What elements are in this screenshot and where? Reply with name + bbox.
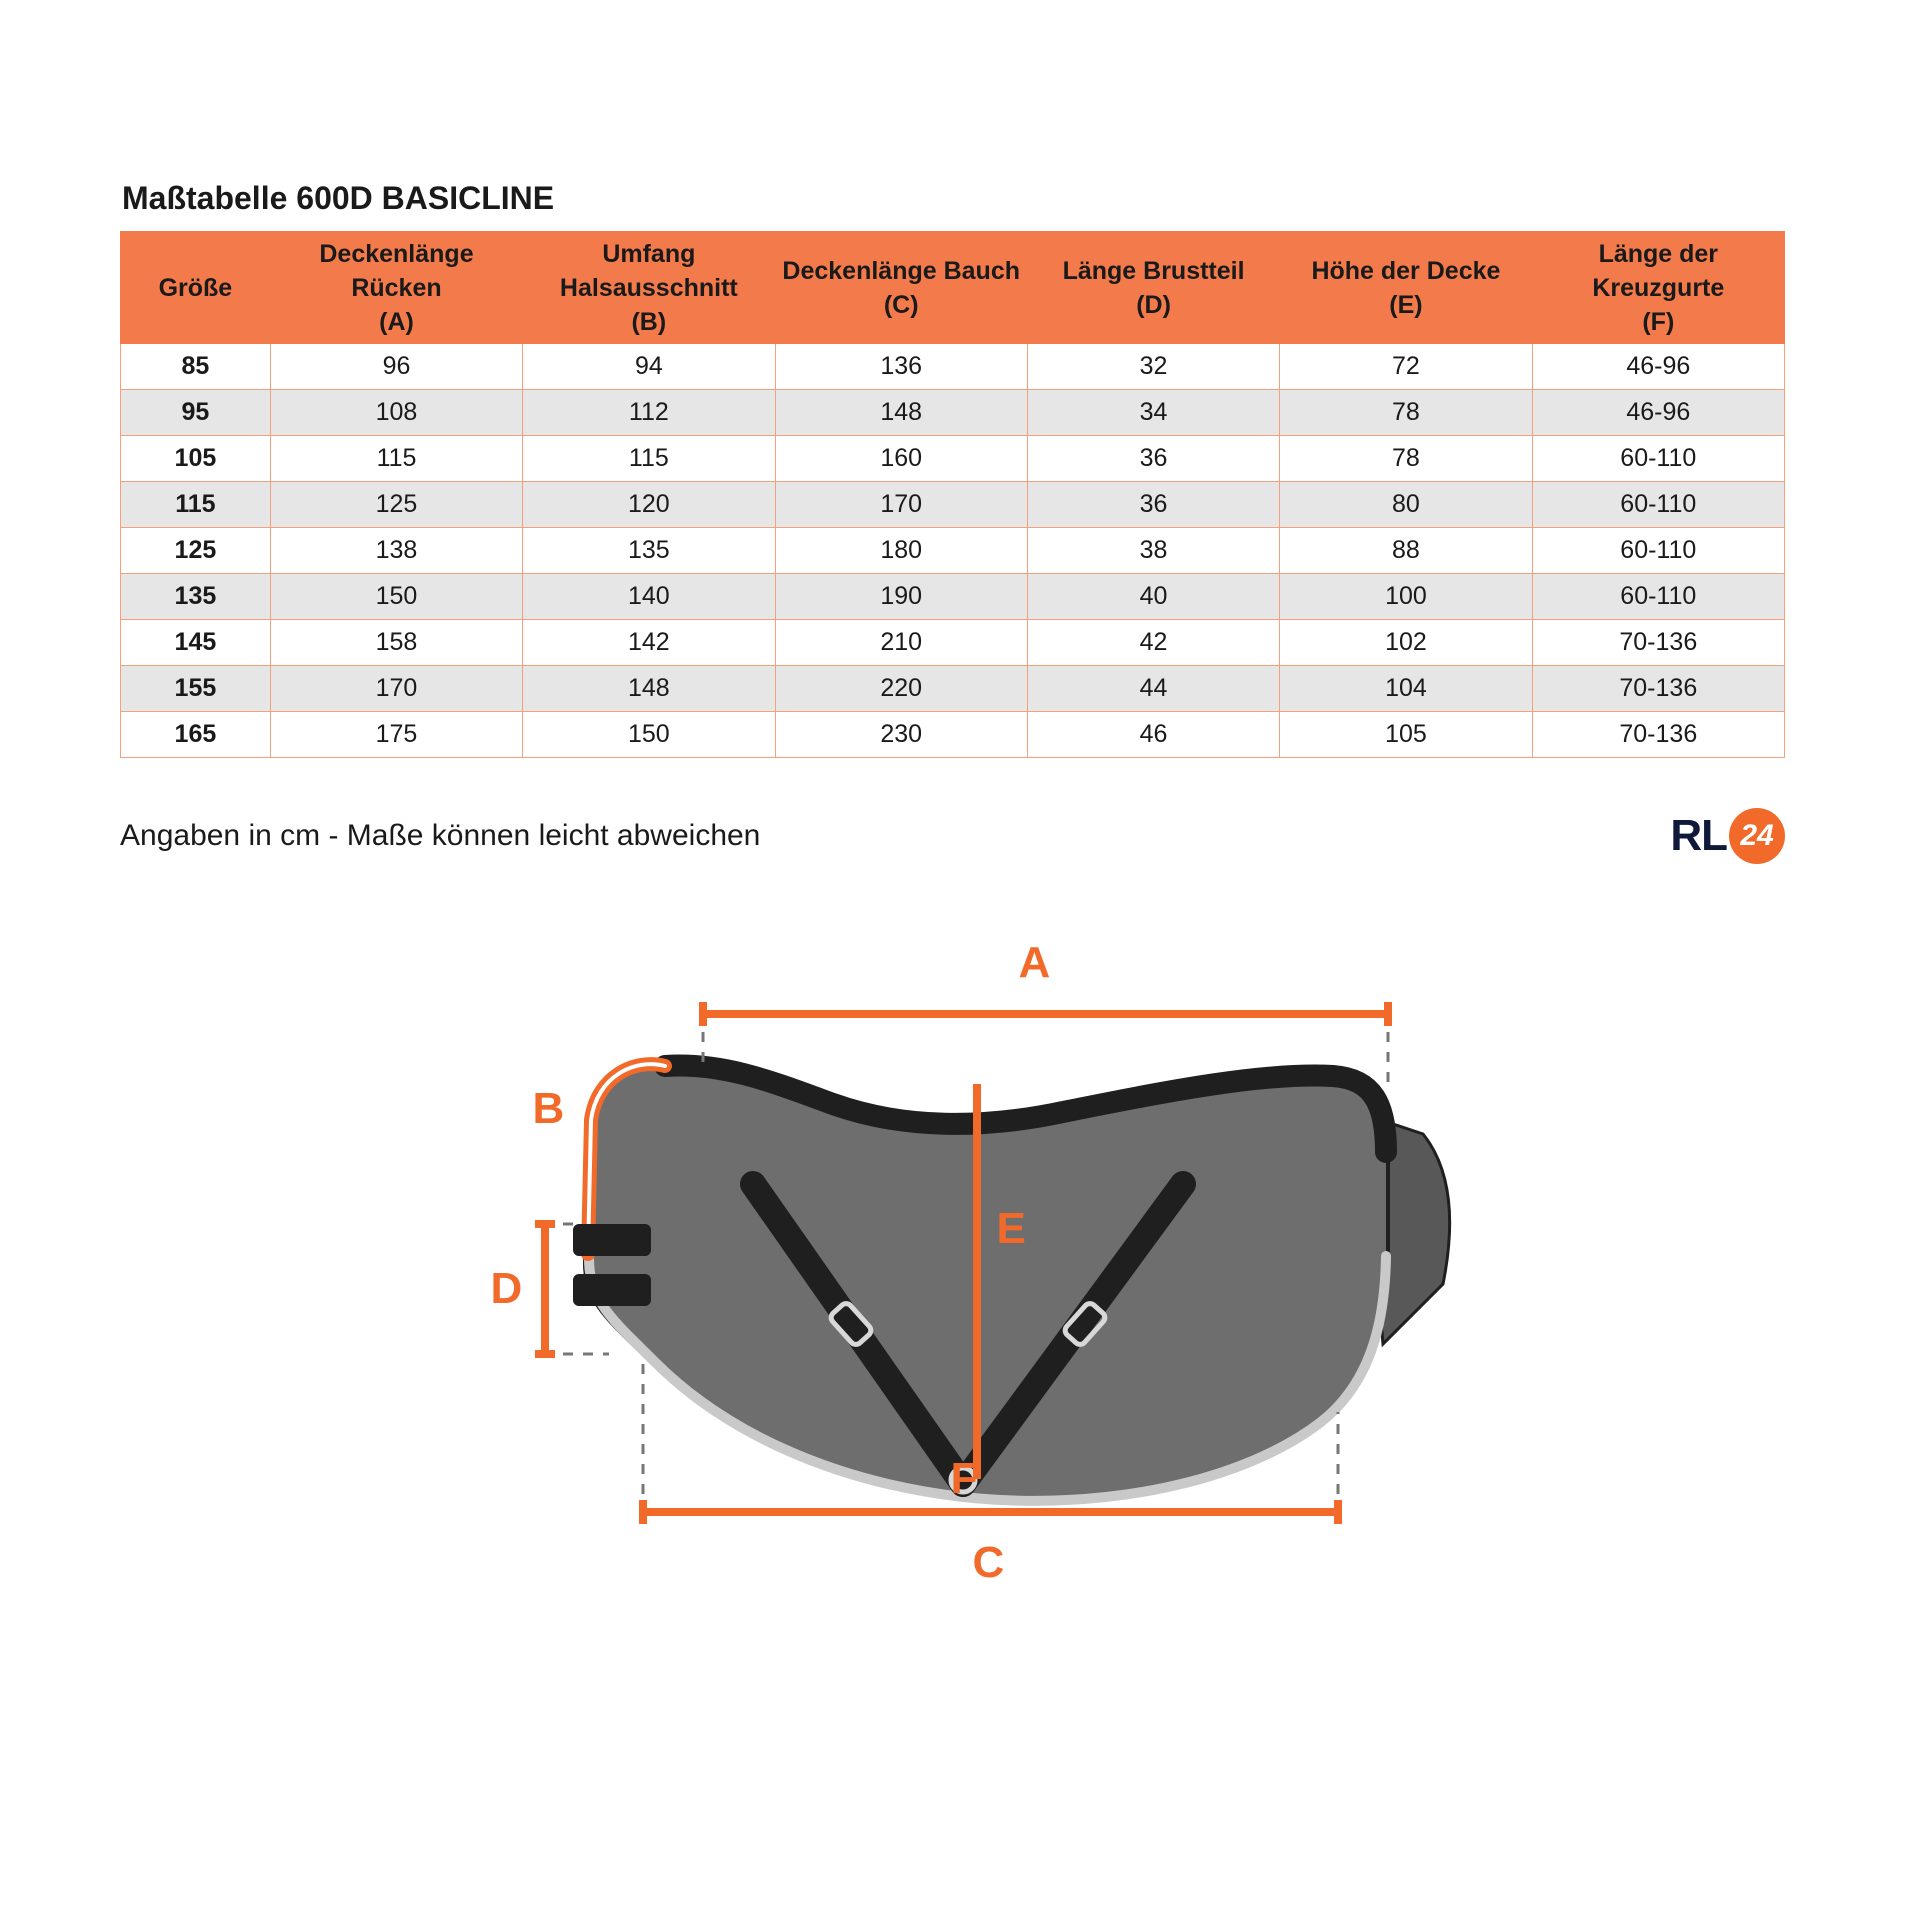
note-row: Angaben in cm - Maße können leicht abwei… bbox=[120, 808, 1785, 864]
cell: 70-136 bbox=[1532, 620, 1784, 666]
cell: 42 bbox=[1027, 620, 1279, 666]
col-e: Höhe der Decke(E) bbox=[1280, 232, 1532, 344]
cell: 142 bbox=[523, 620, 775, 666]
size-table-head: Größe Deckenlänge Rücken(A) Umfang Halsa… bbox=[121, 232, 1785, 344]
cell: 80 bbox=[1280, 482, 1532, 528]
brand-logo: RL 24 bbox=[1670, 808, 1785, 864]
cell: 155 bbox=[121, 666, 271, 712]
table-row: 1451581422104210270-136 bbox=[121, 620, 1785, 666]
table-row: 115125120170368060-110 bbox=[121, 482, 1785, 528]
logo-badge: 24 bbox=[1729, 808, 1785, 864]
dim-label-c: C bbox=[973, 1538, 1005, 1588]
cell: 95 bbox=[121, 390, 271, 436]
cell: 115 bbox=[121, 482, 271, 528]
table-row: 125138135180388860-110 bbox=[121, 528, 1785, 574]
cell: 78 bbox=[1280, 390, 1532, 436]
col-b: Umfang Halsausschnitt(B) bbox=[523, 232, 775, 344]
cell: 148 bbox=[775, 390, 1027, 436]
table-row: 95108112148347846-96 bbox=[121, 390, 1785, 436]
cell: 112 bbox=[523, 390, 775, 436]
cell: 170 bbox=[775, 482, 1027, 528]
cell: 36 bbox=[1027, 482, 1279, 528]
cell: 160 bbox=[775, 436, 1027, 482]
cell: 46 bbox=[1027, 712, 1279, 758]
cell: 105 bbox=[121, 436, 271, 482]
cell: 78 bbox=[1280, 436, 1532, 482]
cell: 32 bbox=[1027, 344, 1279, 390]
cell: 220 bbox=[775, 666, 1027, 712]
cell: 180 bbox=[775, 528, 1027, 574]
col-size: Größe bbox=[121, 232, 271, 344]
cell: 135 bbox=[523, 528, 775, 574]
cell: 145 bbox=[121, 620, 271, 666]
cell: 60-110 bbox=[1532, 482, 1784, 528]
dim-label-a: A bbox=[1019, 938, 1051, 988]
col-d: Länge Brustteil(D) bbox=[1027, 232, 1279, 344]
cell: 96 bbox=[270, 344, 522, 390]
cell: 115 bbox=[523, 436, 775, 482]
cell: 165 bbox=[121, 712, 271, 758]
cell: 46-96 bbox=[1532, 344, 1784, 390]
cell: 85 bbox=[121, 344, 271, 390]
size-table-header-row: Größe Deckenlänge Rücken(A) Umfang Halsa… bbox=[121, 232, 1785, 344]
cell: 70-136 bbox=[1532, 666, 1784, 712]
cell: 150 bbox=[523, 712, 775, 758]
cell: 38 bbox=[1027, 528, 1279, 574]
cell: 115 bbox=[270, 436, 522, 482]
cell: 148 bbox=[523, 666, 775, 712]
dim-label-d: D bbox=[491, 1264, 523, 1314]
cell: 72 bbox=[1280, 344, 1532, 390]
dim-label-b: B bbox=[533, 1084, 565, 1134]
table-row: 1651751502304610570-136 bbox=[121, 712, 1785, 758]
cell: 170 bbox=[270, 666, 522, 712]
cell: 105 bbox=[1280, 712, 1532, 758]
table-row: 1551701482204410470-136 bbox=[121, 666, 1785, 712]
diagram: A B C D E F bbox=[403, 924, 1503, 1684]
cell: 94 bbox=[523, 344, 775, 390]
cell: 40 bbox=[1027, 574, 1279, 620]
col-c: Deckenlänge Bauch(C) bbox=[775, 232, 1027, 344]
cell: 190 bbox=[775, 574, 1027, 620]
cell: 36 bbox=[1027, 436, 1279, 482]
dim-label-f: F bbox=[951, 1454, 978, 1504]
cell: 125 bbox=[270, 482, 522, 528]
cell: 88 bbox=[1280, 528, 1532, 574]
blanket-icon bbox=[403, 924, 1503, 1684]
cell: 175 bbox=[270, 712, 522, 758]
table-row: 1351501401904010060-110 bbox=[121, 574, 1785, 620]
cell: 104 bbox=[1280, 666, 1532, 712]
logo-text: RL bbox=[1670, 811, 1727, 861]
table-row: 859694136327246-96 bbox=[121, 344, 1785, 390]
cell: 100 bbox=[1280, 574, 1532, 620]
cell: 70-136 bbox=[1532, 712, 1784, 758]
cell: 210 bbox=[775, 620, 1027, 666]
cell: 34 bbox=[1027, 390, 1279, 436]
cell: 136 bbox=[775, 344, 1027, 390]
dim-label-e: E bbox=[997, 1204, 1026, 1254]
cell: 60-110 bbox=[1532, 528, 1784, 574]
col-f: Länge der Kreuzgurte(F) bbox=[1532, 232, 1784, 344]
cell: 140 bbox=[523, 574, 775, 620]
cell: 125 bbox=[121, 528, 271, 574]
cell: 230 bbox=[775, 712, 1027, 758]
cell: 102 bbox=[1280, 620, 1532, 666]
cell: 120 bbox=[523, 482, 775, 528]
cell: 150 bbox=[270, 574, 522, 620]
cell: 60-110 bbox=[1532, 574, 1784, 620]
page-root: Maßtabelle 600D BASICLINE Größe Deckenlä… bbox=[0, 0, 1905, 1905]
cell: 108 bbox=[270, 390, 522, 436]
cell: 158 bbox=[270, 620, 522, 666]
cell: 138 bbox=[270, 528, 522, 574]
col-a: Deckenlänge Rücken(A) bbox=[270, 232, 522, 344]
size-table-body: 859694136327246-96 95108112148347846-96 … bbox=[121, 344, 1785, 758]
cell: 44 bbox=[1027, 666, 1279, 712]
cell: 135 bbox=[121, 574, 271, 620]
page-title: Maßtabelle 600D BASICLINE bbox=[122, 180, 1785, 217]
size-table: Größe Deckenlänge Rücken(A) Umfang Halsa… bbox=[120, 231, 1785, 758]
note-text: Angaben in cm - Maße können leicht abwei… bbox=[120, 819, 760, 853]
table-row: 105115115160367860-110 bbox=[121, 436, 1785, 482]
cell: 46-96 bbox=[1532, 390, 1784, 436]
diagram-wrap: A B C D E F bbox=[120, 924, 1785, 1684]
cell: 60-110 bbox=[1532, 436, 1784, 482]
